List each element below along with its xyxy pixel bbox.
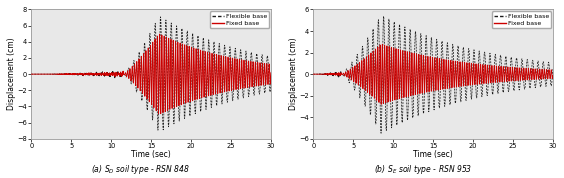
Flexible base	[155, 129, 161, 131]
Fixed base	[548, 69, 554, 72]
Fixed base	[367, 85, 373, 88]
Fixed base	[266, 63, 272, 65]
Flexible base	[83, 73, 90, 75]
Flexible base	[28, 73, 34, 75]
Fixed base	[549, 75, 556, 77]
Flexible base	[310, 73, 316, 75]
Fixed base	[155, 113, 162, 115]
Fixed base	[85, 73, 91, 75]
Flexible base	[85, 74, 91, 76]
Fixed base	[83, 73, 90, 75]
Fixed base	[400, 90, 407, 92]
Flexible base	[548, 85, 554, 87]
Flexible base	[417, 33, 424, 35]
X-axis label: Time (sec): Time (sec)	[413, 150, 453, 159]
Fixed base	[417, 64, 424, 66]
Fixed base	[28, 73, 34, 75]
Y-axis label: Displacement (cm): Displacement (cm)	[7, 38, 16, 111]
Flexible base	[367, 112, 373, 114]
Y-axis label: Displacement (cm): Displacement (cm)	[289, 38, 298, 111]
Fixed base	[267, 72, 274, 74]
Flexible base	[118, 74, 125, 76]
Flexible base	[135, 56, 142, 59]
Text: (b) $S_E$ soil type - RSN 953: (b) $S_E$ soil type - RSN 953	[374, 163, 472, 176]
Flexible base	[549, 68, 556, 70]
Fixed base	[378, 103, 385, 105]
Flexible base	[267, 83, 274, 85]
Line: Flexible base: Flexible base	[31, 17, 271, 130]
Line: Flexible base: Flexible base	[313, 16, 553, 133]
Fixed base	[310, 73, 316, 75]
Flexible base	[378, 132, 385, 134]
Legend: Flexible base, Fixed base: Flexible base, Fixed base	[492, 11, 551, 28]
Flexible base	[365, 65, 372, 67]
Line: Fixed base: Fixed base	[313, 44, 553, 104]
Fixed base	[156, 33, 163, 35]
Flexible base	[266, 80, 272, 82]
Flexible base	[380, 15, 387, 17]
X-axis label: Time (sec): Time (sec)	[131, 150, 171, 159]
Line: Fixed base: Fixed base	[31, 34, 271, 114]
Flexible base	[157, 16, 164, 18]
Fixed base	[118, 74, 125, 76]
Flexible base	[86, 74, 93, 76]
Fixed base	[379, 43, 386, 45]
Flexible base	[368, 89, 375, 91]
Fixed base	[86, 73, 93, 75]
Legend: Flexible base, Fixed base: Flexible base, Fixed base	[210, 11, 269, 28]
Flexible base	[400, 66, 407, 68]
Fixed base	[135, 67, 142, 69]
Text: (a) $S_D$ soil type - RSN 848: (a) $S_D$ soil type - RSN 848	[91, 163, 191, 176]
Fixed base	[368, 66, 375, 68]
Fixed base	[365, 57, 372, 59]
